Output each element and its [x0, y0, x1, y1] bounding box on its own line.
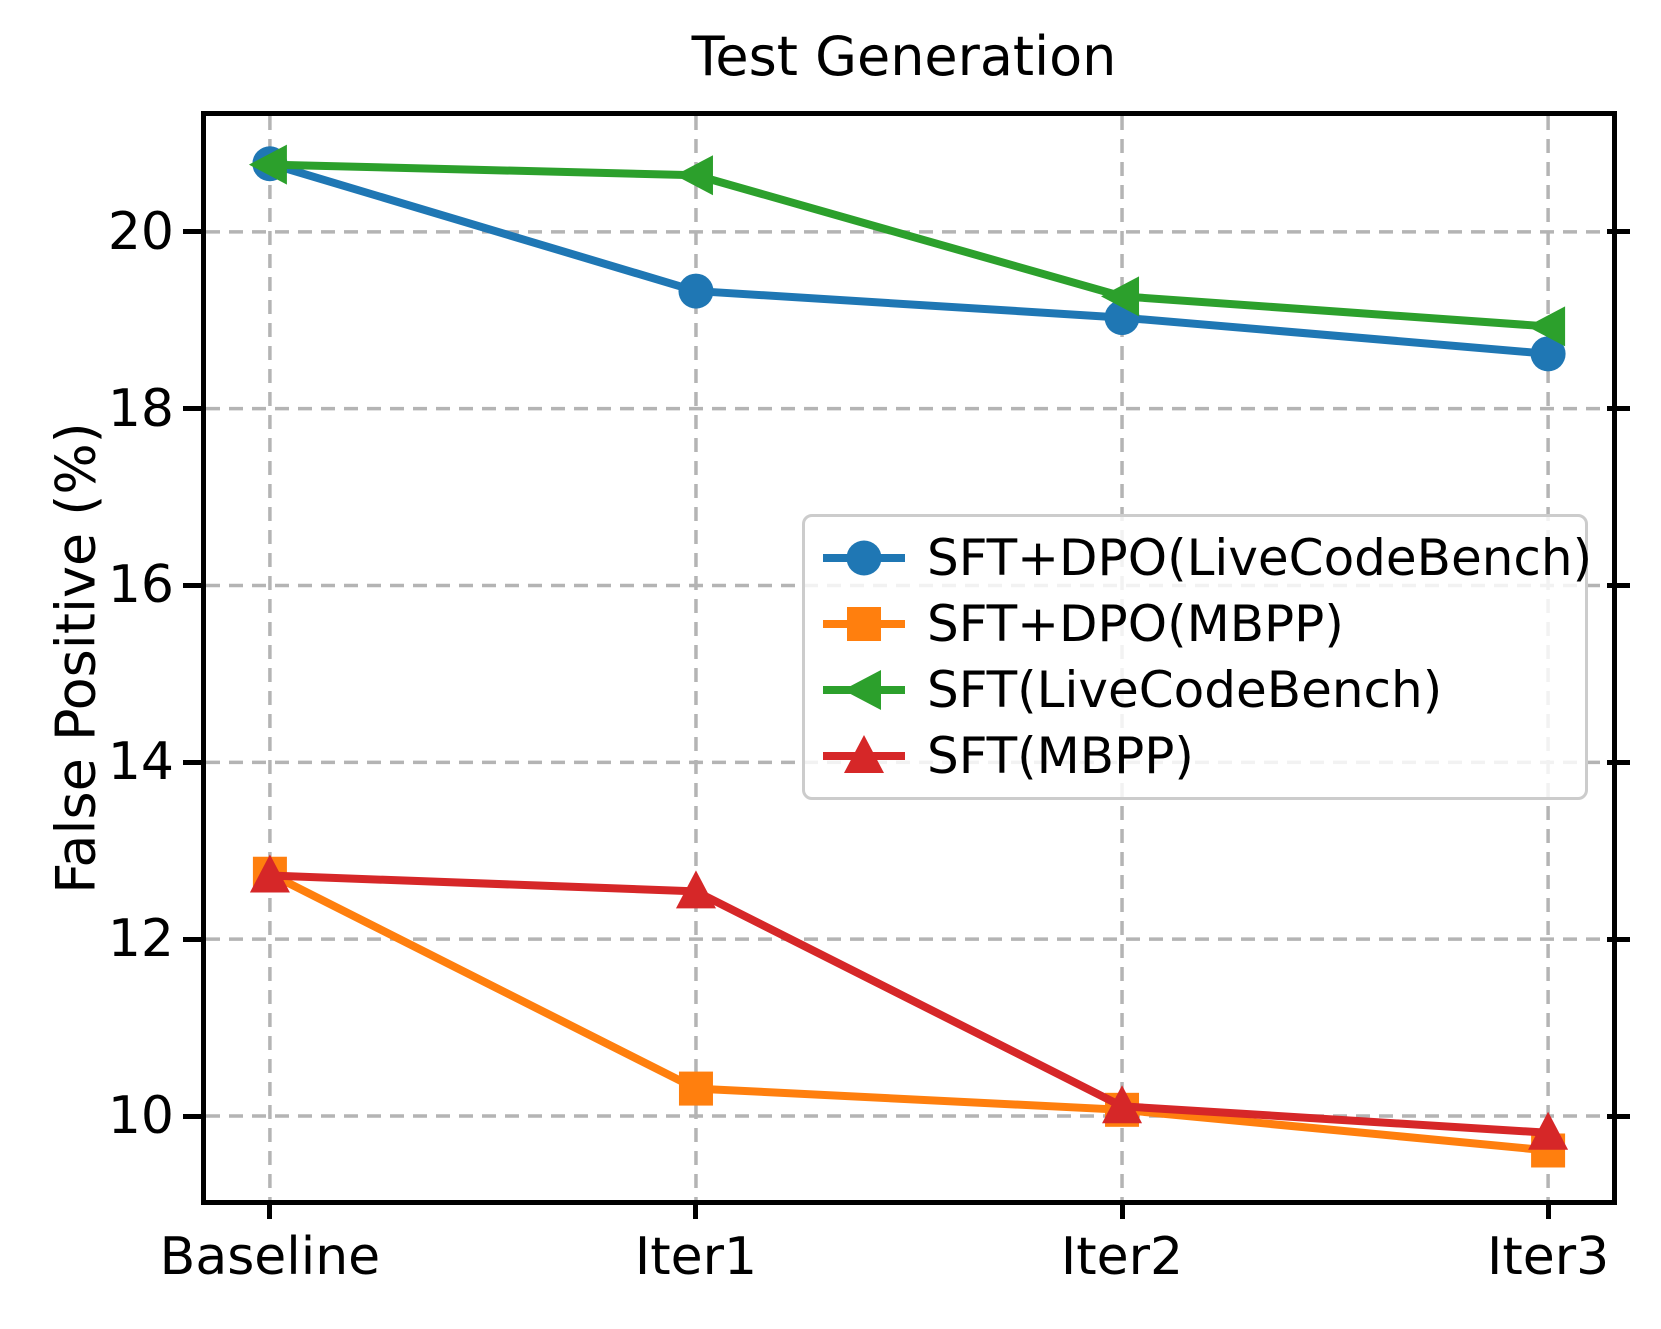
legend-item: SFT+DPO(LiveCodeBench) [815, 529, 1592, 587]
legend: SFT+DPO(LiveCodeBench) SFT+DPO(MBPP) SFT(L… [802, 514, 1592, 800]
chart-title: Test Generation [691, 25, 1117, 88]
y-axis-label: False Positive (%) [44, 422, 108, 894]
series-line [265, 871, 1553, 1137]
data-point [1102, 1085, 1143, 1124]
x-tickmark [1119, 1200, 1125, 1219]
y-tickmark-left [183, 936, 206, 942]
y-tickmark-right [1607, 759, 1630, 765]
y-tick-label: 10 [107, 1086, 174, 1146]
series-line [265, 159, 1553, 358]
y-tickmark-left [183, 759, 206, 765]
legend-label: SFT+DPO(MBPP) [927, 595, 1344, 653]
legend-marker-triangle-up [823, 735, 905, 773]
y-tickmark-left [183, 582, 206, 588]
legend-marker-square [823, 607, 905, 641]
y-tickmark-left [183, 406, 206, 412]
y-tickmark-right [1607, 229, 1630, 235]
y-tick-label: 14 [107, 732, 174, 793]
legend-label: SFT(MBPP) [927, 727, 1194, 785]
legend-item: SFT(LiveCodeBench) [815, 661, 1575, 719]
y-tick-label: 18 [107, 378, 174, 439]
x-tickmark [1545, 1200, 1551, 1219]
y-tickmark-right [1607, 582, 1630, 588]
y-tick-label: 16 [107, 555, 174, 616]
legend-item: SFT+DPO(MBPP) [815, 595, 1575, 653]
data-point [248, 144, 287, 185]
data-point [1528, 1111, 1569, 1150]
y-tick-label: 12 [107, 909, 174, 970]
x-tickmark [267, 1200, 273, 1219]
y-tickmark-right [1607, 1113, 1630, 1119]
legend-item: SFT(MBPP) [815, 727, 1575, 785]
legend-label: SFT(LiveCodeBench) [927, 661, 1443, 719]
x-tick-label: Baseline [159, 1227, 381, 1287]
legend-marker-circle [823, 540, 905, 576]
y-tickmark-right [1607, 936, 1630, 942]
y-tickmark-left [183, 229, 206, 235]
data-point [675, 870, 716, 909]
legend-marker-shape [843, 670, 881, 710]
data-point [1530, 336, 1566, 372]
series-line [265, 869, 1553, 1155]
legend-marker-shape [844, 735, 884, 773]
legend-label: SFT+DPO(LiveCodeBench) [927, 529, 1593, 587]
x-tickmark [693, 1200, 699, 1219]
data-point [678, 273, 714, 309]
chart-canvas [206, 116, 1612, 1200]
data-point [249, 854, 290, 893]
legend-marker-triangle-left [823, 670, 905, 710]
y-tickmark-left [183, 1113, 206, 1119]
data-point [678, 1071, 713, 1106]
data-point [1101, 276, 1140, 317]
data-point [1527, 306, 1566, 347]
legend-marker-shape [846, 540, 882, 576]
y-tick-label: 20 [107, 201, 174, 262]
legend-items: SFT+DPO(LiveCodeBench) SFT+DPO(MBPP) SFT(L… [815, 521, 1592, 793]
y-tickmark-right [1607, 406, 1630, 412]
data-point [674, 155, 713, 196]
series-line [265, 160, 1553, 331]
x-tick-label: Iter3 [1486, 1227, 1610, 1287]
x-tick-label: Iter1 [634, 1227, 758, 1287]
legend-marker-shape [847, 607, 881, 641]
x-tick-label: Iter2 [1060, 1227, 1184, 1287]
